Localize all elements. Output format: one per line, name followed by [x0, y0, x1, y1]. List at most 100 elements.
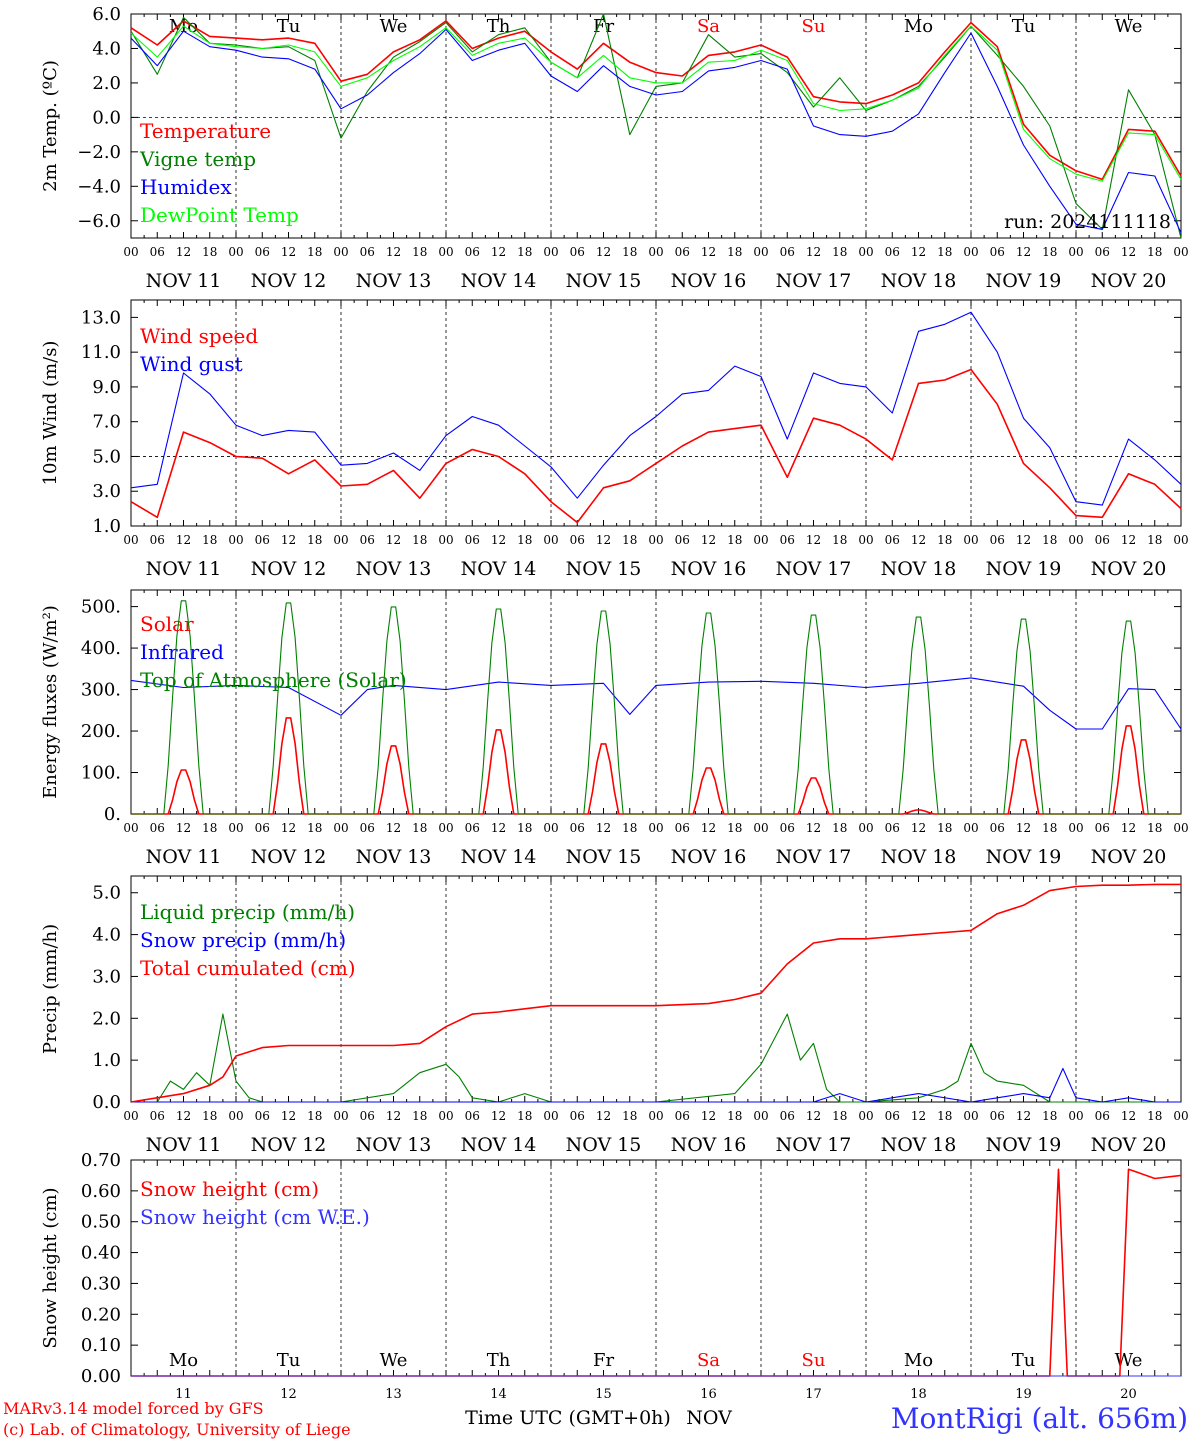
date-label: NOV 11 [146, 270, 222, 292]
hour-tick-label: 06 [150, 533, 165, 547]
y-tick-label: 5.0 [92, 446, 121, 467]
hour-tick-label: 06 [990, 821, 1005, 835]
hour-tick-label: 18 [727, 245, 742, 259]
hour-tick-label: 06 [570, 821, 585, 835]
hour-tick-label: 12 [596, 533, 611, 547]
date-label: NOV 16 [671, 558, 747, 580]
hour-tick-label: 12 [281, 1109, 296, 1123]
hour-tick-label: 06 [360, 533, 375, 547]
hour-tick-label: 18 [622, 821, 637, 835]
plot-frame [130, 589, 1182, 815]
hour-tick-label: 12 [176, 1109, 191, 1123]
weekday-label: Mo [904, 1350, 933, 1371]
date-label: NOV 19 [986, 270, 1062, 292]
y-tick-label: 9.0 [92, 377, 121, 398]
series-line-vigne-temp [130, 13, 1182, 239]
date-label: NOV 11 [146, 846, 222, 868]
panel-4: 5.0 4.0 3.0 2.0 1.0 0.0 Precip (mm/h) 00 06 12 18 N… [40, 875, 1189, 1156]
hour-tick-label: 12 [596, 1109, 611, 1123]
hour-tick-label: 00 [333, 821, 348, 835]
hour-tick-label: 06 [570, 245, 585, 259]
hour-tick-label: 18 [727, 1109, 742, 1123]
hour-tick-label: 06 [990, 245, 1005, 259]
y-tick-label: 11.0 [81, 342, 121, 363]
hour-tick-label: 18 [937, 1109, 952, 1123]
y-tick-label: 2.0 [92, 1008, 121, 1029]
date-label: NOV 13 [356, 558, 432, 580]
hour-tick-label: 18 [727, 821, 742, 835]
panel-1: 6.0 4.0 2.0 0.0 −2.0 −4.0 −6.0 2m Temp. (ºC) 00 0… [40, 4, 1189, 292]
y-tick-label: 3.0 [92, 481, 121, 502]
date-label: NOV 19 [986, 1134, 1062, 1156]
hour-tick-label: 18 [412, 1109, 427, 1123]
series-line-wind-speed [130, 368, 1182, 524]
y-tick-label: 4.0 [92, 38, 121, 59]
hour-tick-label: 18 [937, 821, 952, 835]
hour-tick-label: 12 [281, 821, 296, 835]
date-label: NOV 13 [356, 846, 432, 868]
legend-entry: DewPoint Temp [140, 203, 299, 227]
hour-tick-label: 12 [386, 533, 401, 547]
series-line-infrared [130, 677, 1182, 730]
y-tick-label: 13.0 [81, 307, 121, 328]
hour-tick-label: 00 [123, 245, 138, 259]
date-label: NOV 13 [356, 1134, 432, 1156]
hour-tick-label: 00 [1173, 1109, 1188, 1123]
hour-tick-label: 18 [1147, 245, 1162, 259]
weekday-label: Mo [169, 1350, 198, 1371]
hour-tick-label: 06 [1095, 245, 1110, 259]
y-tick-label: 5.0 [92, 883, 121, 904]
hour-tick-label: 06 [255, 1109, 270, 1123]
weekday-label: Sa [697, 1350, 720, 1371]
date-label: NOV 18 [881, 846, 957, 868]
y-tick-label: 0.60 [81, 1181, 121, 1202]
date-label: NOV 17 [776, 846, 852, 868]
hour-tick-label: 06 [990, 533, 1005, 547]
hour-tick-label: 18 [412, 533, 427, 547]
hour-tick-label: 18 [832, 245, 847, 259]
hour-tick-label: 12 [701, 821, 716, 835]
hour-tick-label: 00 [648, 533, 663, 547]
hour-tick-label: 06 [675, 533, 690, 547]
date-label: NOV 20 [1091, 1134, 1167, 1156]
series-line-snow-precip-mm-h- [131, 1067, 1181, 1103]
date-label: NOV 14 [461, 846, 537, 868]
hour-tick-label: 00 [123, 533, 138, 547]
hour-tick-label: 06 [675, 1109, 690, 1123]
hour-tick-label: 00 [648, 1109, 663, 1123]
hour-tick-label: 18 [622, 533, 637, 547]
hour-tick-label: 18 [307, 821, 322, 835]
y-tick-label: 2.0 [92, 73, 121, 94]
panel-2: 13.0 11.0 9.0 7.0 5.0 3.0 1.0 10m Wind (m/s) 00 0… [40, 299, 1189, 580]
y-tick-label: −4.0 [77, 176, 121, 197]
date-label: NOV 14 [461, 558, 537, 580]
legend-entry: Wind speed [140, 324, 258, 348]
weekday-label: We [1115, 1350, 1143, 1371]
hour-tick-label: 00 [753, 533, 768, 547]
day-number-label: 13 [385, 1387, 402, 1402]
weekday-label: We [380, 16, 408, 37]
hour-tick-label: 18 [832, 533, 847, 547]
hour-tick-label: 00 [543, 245, 558, 259]
y-tick-label: 0.50 [81, 1212, 121, 1233]
legend-entry: Humidex [140, 175, 232, 199]
date-label: NOV 16 [671, 270, 747, 292]
hour-tick-label: 12 [1016, 821, 1031, 835]
y-tick-label: 0.40 [81, 1243, 121, 1264]
hour-tick-label: 12 [911, 821, 926, 835]
hour-tick-label: 00 [858, 821, 873, 835]
y-tick-label: 400. [81, 638, 121, 659]
y-tick-label: −6.0 [77, 211, 121, 232]
hour-tick-label: 06 [360, 245, 375, 259]
hour-tick-label: 12 [806, 821, 821, 835]
hour-tick-label: 00 [1068, 821, 1083, 835]
date-label: NOV 18 [881, 270, 957, 292]
hour-tick-label: 18 [832, 1109, 847, 1123]
hour-tick-label: 00 [438, 533, 453, 547]
date-label: NOV 20 [1091, 558, 1167, 580]
hour-tick-label: 18 [1042, 821, 1057, 835]
legend-entry: Snow precip (mm/h) [140, 928, 346, 952]
hour-tick-label: 18 [412, 821, 427, 835]
date-label: NOV 15 [566, 270, 642, 292]
hour-tick-label: 00 [1173, 245, 1188, 259]
